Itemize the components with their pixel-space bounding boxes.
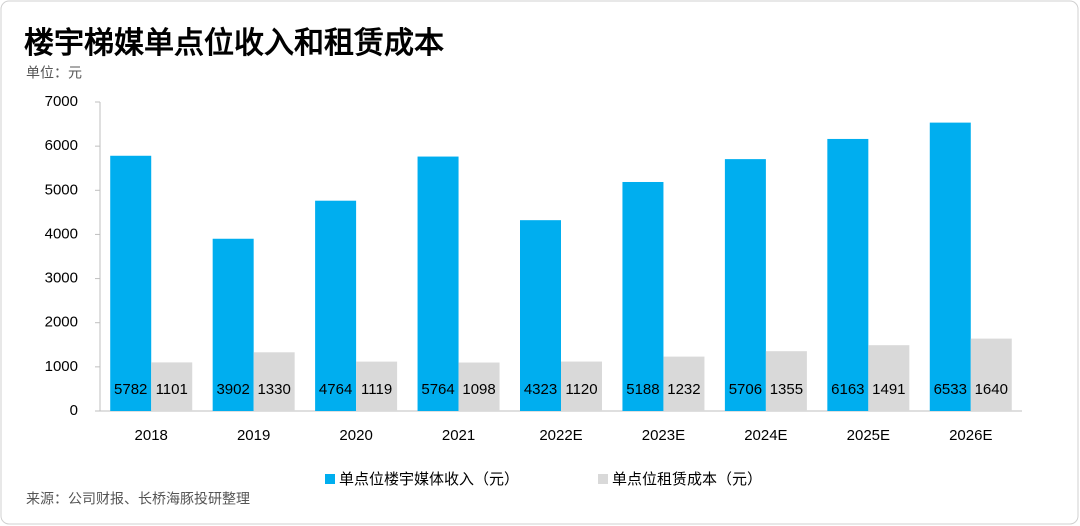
legend-label: 单点位楼宇媒体收入（元） [339, 471, 519, 488]
value-label: 1119 [361, 381, 392, 398]
bar [622, 181, 664, 411]
legend-label: 单点位租赁成本（元） [612, 471, 762, 488]
value-label: 5188 [626, 381, 659, 398]
y-tick-label: 5000 [45, 181, 78, 198]
bar [929, 122, 971, 411]
legend-swatch [325, 474, 335, 484]
value-label: 3902 [216, 381, 249, 398]
y-tick-label: 2000 [45, 314, 78, 331]
value-label: 1491 [872, 381, 905, 398]
x-tick-label: 2020 [339, 427, 372, 444]
value-label: 5782 [114, 381, 147, 398]
y-tick-label: 1000 [45, 358, 78, 375]
y-tick-label: 7000 [45, 93, 78, 110]
value-label: 1101 [156, 381, 188, 398]
bar [151, 362, 193, 411]
y-tick-label: 6000 [45, 137, 78, 154]
chart-title: 楼宇梯媒单点位收入和租赁成本 [24, 26, 444, 60]
x-tick-label: 2026E [949, 427, 992, 444]
bar [724, 159, 766, 411]
bar [827, 138, 869, 411]
bar [253, 352, 295, 411]
value-label: 4764 [319, 381, 352, 398]
x-tick-label: 2019 [237, 427, 270, 444]
x-tick-label: 2022E [539, 427, 582, 444]
value-label: 5764 [421, 381, 454, 398]
bar [663, 356, 705, 411]
value-label: 1232 [667, 381, 700, 398]
value-label: 4323 [524, 381, 557, 398]
value-label: 1330 [257, 381, 290, 398]
bar [868, 345, 910, 411]
value-label: 1640 [975, 381, 1008, 398]
bar [212, 238, 254, 411]
bar [561, 361, 602, 411]
x-tick-label: 2024E [744, 427, 787, 444]
unit-label: 单位：元 [26, 65, 82, 81]
bar [520, 220, 561, 411]
x-tick-label: 2025E [847, 427, 890, 444]
value-label: 1098 [462, 381, 495, 398]
bar [356, 361, 398, 411]
source: 来源：公司财报、长桥海豚投研整理 [26, 491, 250, 507]
value-label: 6533 [934, 381, 967, 398]
bar [417, 156, 459, 411]
y-tick-label: 0 [70, 402, 78, 419]
value-label: 6163 [831, 381, 864, 398]
value-label: 1120 [565, 381, 597, 398]
bar [315, 200, 357, 411]
legend-swatch [598, 474, 608, 484]
x-tick-label: 2018 [135, 427, 168, 444]
bar [970, 338, 1012, 411]
bar [458, 362, 500, 411]
value-label: 5706 [729, 381, 762, 398]
x-tick-label: 2021 [442, 427, 475, 444]
bar [765, 351, 807, 411]
y-tick-label: 4000 [45, 225, 78, 242]
y-tick-label: 3000 [45, 270, 78, 287]
x-tick-label: 2023E [642, 427, 685, 444]
bar [110, 155, 152, 411]
value-label: 1355 [770, 381, 803, 398]
